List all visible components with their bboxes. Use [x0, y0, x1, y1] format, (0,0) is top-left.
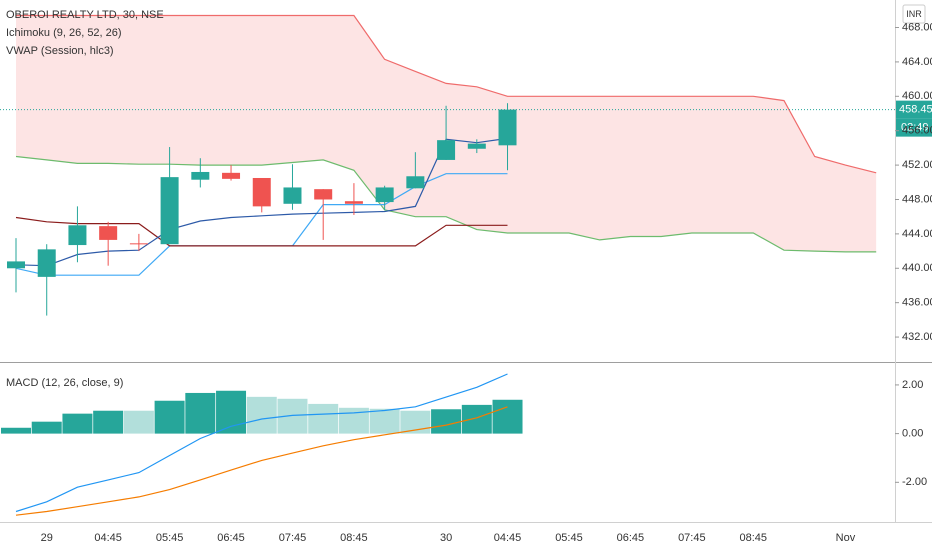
candle-body: [222, 172, 241, 179]
indicator-line: [15, 216, 508, 247]
currency: INR: [906, 9, 922, 19]
candle-body: [37, 249, 56, 277]
last-price-label: 458.45: [899, 104, 932, 116]
candle-body: [498, 109, 517, 146]
chart-title: OBEROI REALTY LTD, 30, NSE: [6, 9, 164, 21]
y-tick-label: 2.00: [902, 379, 923, 391]
x-tick-label: 07:45: [678, 532, 706, 544]
y-tick-label: 456.00: [902, 125, 932, 137]
last-price-box: [896, 100, 932, 119]
x-tick-label: 04:45: [494, 532, 522, 544]
histogram-bar: [93, 410, 124, 434]
candle-body: [437, 140, 456, 160]
indicator-line: [16, 14, 877, 174]
indicator-line: [15, 406, 508, 516]
y-tick-label: 440.00: [902, 262, 932, 274]
y-tick-label: 468.00: [902, 21, 932, 33]
y-tick-label: 0.00: [902, 428, 923, 440]
countdown-box: [896, 118, 932, 137]
countdown-label: 02:49: [901, 122, 929, 134]
candle-body: [375, 187, 394, 203]
candle-body: [314, 189, 333, 200]
y-tick-label: 444.00: [902, 228, 932, 240]
candle-body: [7, 261, 25, 269]
x-tick-label: 29: [41, 532, 53, 544]
indicator-label: Ichimoku (9, 26, 52, 26): [6, 27, 122, 39]
x-tick-label: 06:45: [217, 532, 245, 544]
indicator-line: [15, 373, 508, 513]
x-tick-label: 08:45: [340, 532, 368, 544]
candle-body: [68, 225, 87, 246]
histogram-bar: [431, 409, 462, 434]
candle-body: [129, 243, 148, 245]
x-tick-label: 06:45: [617, 532, 645, 544]
y-tick-label: -2.00: [902, 476, 927, 488]
histogram-bar: [216, 390, 247, 434]
histogram-bar: [185, 392, 216, 434]
x-tick-label: 08:45: [740, 532, 768, 544]
histogram-bar: [62, 413, 93, 434]
histogram-bar: [492, 399, 523, 434]
y-tick-label: 452.00: [902, 159, 932, 171]
indicator-line: [15, 137, 508, 267]
x-tick-label: 07:45: [279, 532, 307, 544]
candle-body: [406, 176, 425, 189]
y-tick-label: 460.00: [902, 90, 932, 102]
candle-body: [344, 201, 363, 204]
indicator-label: VWAP (Session, hlc3): [6, 45, 114, 57]
histogram-bar: [461, 404, 492, 434]
histogram-bar: [308, 403, 339, 434]
y-tick-label: 432.00: [902, 331, 932, 343]
x-tick-label: 05:45: [156, 532, 184, 544]
y-tick-label: 464.00: [902, 56, 932, 68]
candle-body: [467, 143, 486, 149]
indicator-label: MACD (12, 26, close, 9): [6, 377, 123, 389]
x-tick-label: 05:45: [555, 532, 583, 544]
histogram-bar: [1, 427, 31, 434]
histogram-bar: [154, 400, 185, 434]
histogram-bar: [400, 410, 431, 434]
y-tick-label: 436.00: [902, 297, 932, 309]
candle-body: [99, 226, 118, 240]
histogram-bar: [123, 410, 154, 434]
indicator-line: [15, 155, 877, 253]
y-tick-label: 448.00: [902, 193, 932, 205]
x-tick-label: 04:45: [94, 532, 122, 544]
histogram-bar: [31, 421, 62, 434]
x-tick-label: Nov: [836, 532, 856, 544]
histogram-bar: [246, 396, 277, 434]
candle-body: [160, 177, 179, 245]
candle-body: [283, 187, 302, 204]
currency-box[interactable]: [902, 4, 926, 24]
candle-body: [252, 177, 271, 207]
plot-area: [0, 14, 895, 516]
candle-body: [191, 171, 210, 180]
x-tick-label: 30: [440, 532, 452, 544]
histogram-bar: [369, 408, 400, 434]
